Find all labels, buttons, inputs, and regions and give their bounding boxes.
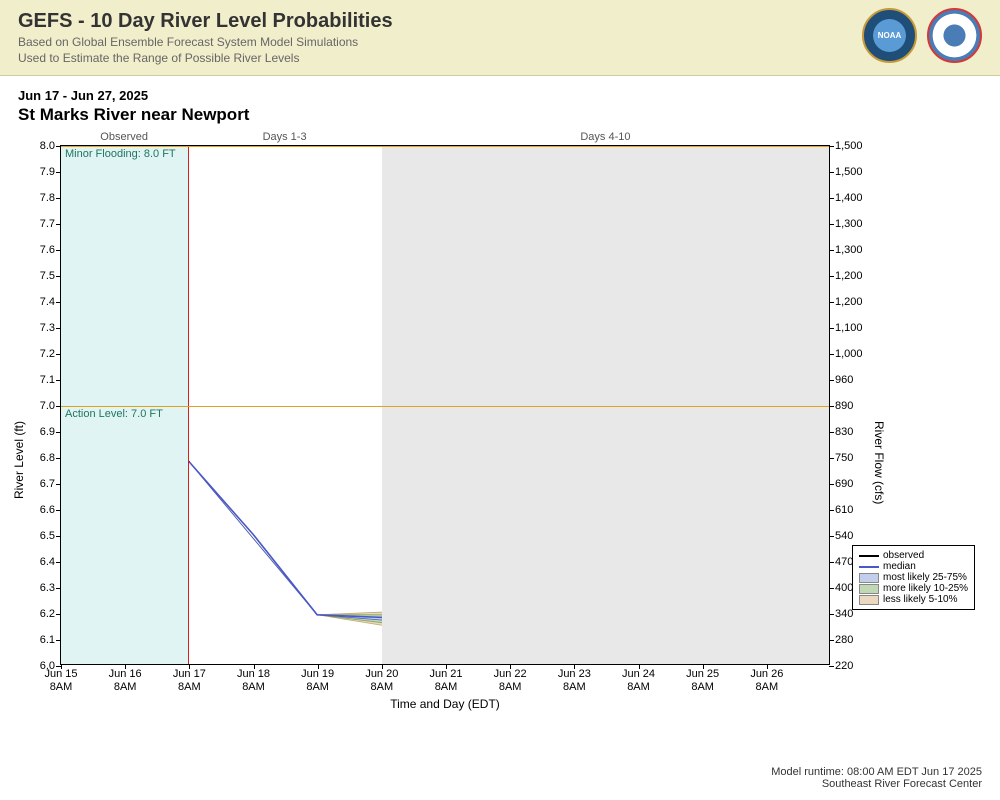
y-tick: 7.7 xyxy=(29,218,61,230)
y2-tick: 1,200 xyxy=(829,270,863,282)
x-tick: Jun 188AM xyxy=(237,664,270,694)
y2-tick: 610 xyxy=(829,504,853,516)
legend-25-75-label: most likely 25-75% xyxy=(883,572,967,583)
y2-tick: 540 xyxy=(829,530,853,542)
x-tick: Jun 208AM xyxy=(365,664,398,694)
y2-axis-label: River Flow (cfs) xyxy=(872,421,886,504)
station-name: St Marks River near Newport xyxy=(0,103,1000,131)
y-tick: 7.4 xyxy=(29,296,61,308)
region-label: Observed xyxy=(100,131,148,143)
y-tick: 7.6 xyxy=(29,244,61,256)
x-tick: Jun 168AM xyxy=(109,664,142,694)
y2-tick: 1,300 xyxy=(829,218,863,230)
subtitle-2: Used to Estimate the Range of Possible R… xyxy=(18,51,982,65)
x-tick: Jun 158AM xyxy=(44,664,77,694)
y2-tick: 280 xyxy=(829,634,853,646)
y-tick: 7.8 xyxy=(29,192,61,204)
region-labels: Observed Days 1-3 Days 4-10 xyxy=(60,131,830,145)
legend-10-25: more likely 10-25% xyxy=(859,583,968,594)
x-tick: Jun 218AM xyxy=(429,664,462,694)
y2-tick: 960 xyxy=(829,374,853,386)
y-tick: 6.4 xyxy=(29,556,61,568)
legend-median: median xyxy=(859,561,968,572)
y2-tick: 400 xyxy=(829,582,853,594)
legend-10-25-label: more likely 10-25% xyxy=(883,583,968,594)
legend-5-10: less likely 5-10% xyxy=(859,594,968,605)
y-tick: 6.3 xyxy=(29,582,61,594)
subtitle-1: Based on Global Ensemble Forecast System… xyxy=(18,35,982,49)
y2-tick: 1,500 xyxy=(829,140,863,152)
y-axis-label: River Level (ft) xyxy=(12,421,26,499)
forecast-source: Southeast River Forecast Center xyxy=(771,778,982,790)
y-tick: 7.0 xyxy=(29,400,61,412)
legend-observed: observed xyxy=(859,550,968,561)
legend-observed-label: observed xyxy=(883,550,924,561)
y-tick: 7.9 xyxy=(29,166,61,178)
plot-area: Minor Flooding: 8.0 FT Action Level: 7.0 … xyxy=(60,145,830,665)
y-tick: 6.5 xyxy=(29,530,61,542)
x-tick: Jun 268AM xyxy=(750,664,783,694)
x-tick: Jun 178AM xyxy=(173,664,206,694)
y2-tick: 690 xyxy=(829,478,853,490)
y2-tick: 1,200 xyxy=(829,296,863,308)
threshold-label: Minor Flooding: 8.0 FT xyxy=(65,148,176,160)
x-tick: Jun 228AM xyxy=(494,664,527,694)
y2-tick: 220 xyxy=(829,660,853,672)
x-tick: Jun 198AM xyxy=(301,664,334,694)
x-axis-label: Time and Day (EDT) xyxy=(60,697,830,711)
y-tick: 6.8 xyxy=(29,452,61,464)
region-label: Days 1-3 xyxy=(263,131,307,143)
y-tick: 7.3 xyxy=(29,322,61,334)
x-tick: Jun 248AM xyxy=(622,664,655,694)
y2-tick: 1,300 xyxy=(829,244,863,256)
nws-logo-icon xyxy=(927,8,982,63)
x-tick: Jun 258AM xyxy=(686,664,719,694)
noaa-logo-icon: NOAA xyxy=(862,8,917,63)
y2-tick: 340 xyxy=(829,608,853,620)
y2-tick: 1,500 xyxy=(829,166,863,178)
legend-median-label: median xyxy=(883,561,916,572)
y-tick: 8.0 xyxy=(29,140,61,152)
agency-logos: NOAA xyxy=(862,8,982,63)
y2-tick: 470 xyxy=(829,556,853,568)
y2-tick: 890 xyxy=(829,400,853,412)
legend: observed median most likely 25-75% more … xyxy=(852,545,975,610)
header-bar: GEFS - 10 Day River Level Probabilities … xyxy=(0,0,1000,76)
y2-tick: 1,000 xyxy=(829,348,863,360)
y2-tick: 1,100 xyxy=(829,322,863,334)
region-label: Days 4-10 xyxy=(580,131,630,143)
y-tick: 6.9 xyxy=(29,426,61,438)
legend-5-10-label: less likely 5-10% xyxy=(883,594,957,605)
y-tick: 6.6 xyxy=(29,504,61,516)
y-tick: 6.2 xyxy=(29,608,61,620)
chart-container: Observed Days 1-3 Days 4-10 Minor Flooding… xyxy=(60,131,830,711)
footer: Model runtime: 08:00 AM EDT Jun 17 2025 … xyxy=(771,766,982,790)
x-tick: Jun 238AM xyxy=(558,664,591,694)
y2-tick: 1,400 xyxy=(829,192,863,204)
y-tick: 7.1 xyxy=(29,374,61,386)
y2-tick: 830 xyxy=(829,426,853,438)
y2-tick: 750 xyxy=(829,452,853,464)
model-runtime: Model runtime: 08:00 AM EDT Jun 17 2025 xyxy=(771,766,982,778)
threshold-label: Action Level: 7.0 FT xyxy=(65,408,163,420)
legend-25-75: most likely 25-75% xyxy=(859,572,968,583)
y-tick: 6.1 xyxy=(29,634,61,646)
y-tick: 7.5 xyxy=(29,270,61,282)
forecast-date-range: Jun 17 - Jun 27, 2025 xyxy=(0,76,1000,103)
page-title: GEFS - 10 Day River Level Probabilities xyxy=(18,10,982,33)
y-tick: 6.7 xyxy=(29,478,61,490)
y-tick: 7.2 xyxy=(29,348,61,360)
